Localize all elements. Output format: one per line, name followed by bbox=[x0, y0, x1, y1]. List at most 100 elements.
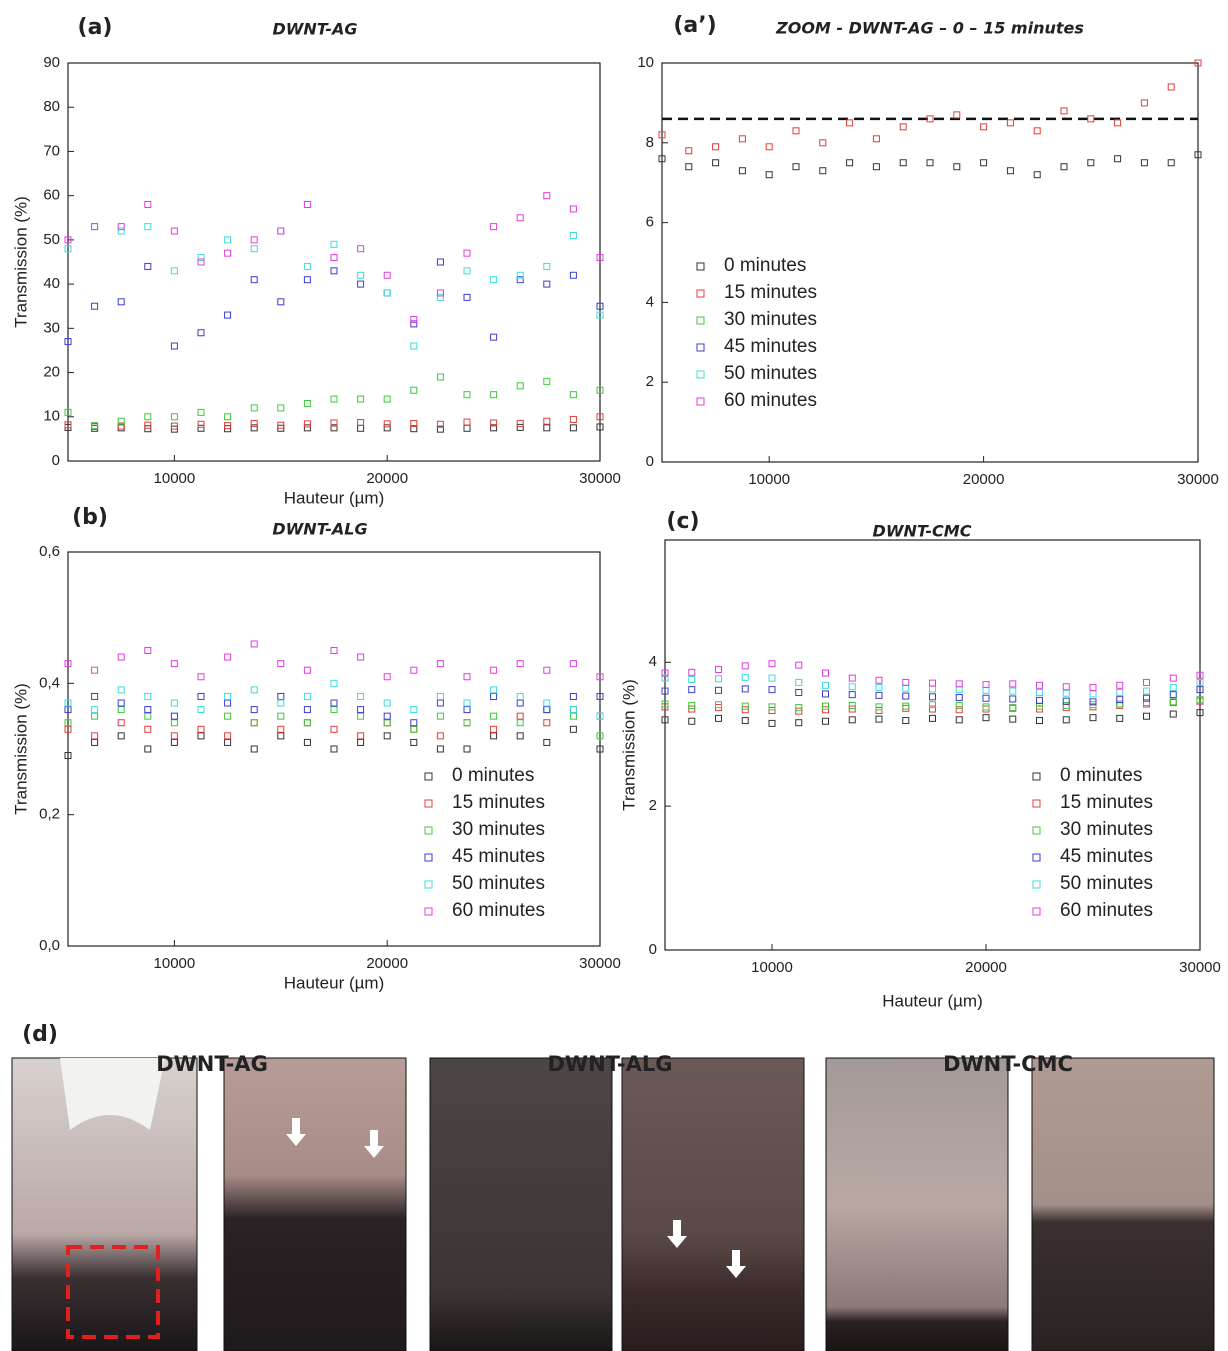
marker bbox=[303, 262, 311, 270]
marker bbox=[410, 342, 418, 350]
arrows bbox=[286, 1118, 746, 1278]
legend-label: 15 minutes bbox=[1060, 792, 1153, 813]
marker bbox=[596, 732, 604, 740]
marker bbox=[795, 707, 803, 715]
marker bbox=[1169, 674, 1177, 682]
marker bbox=[795, 678, 803, 686]
chart: (c) DWNT-CMC 0 2 4 10000 20000 30000 Hauteur (µm… bbox=[619, 509, 1220, 1010]
marker bbox=[795, 704, 803, 712]
marker bbox=[303, 738, 311, 746]
marker bbox=[1062, 716, 1070, 724]
y-tick-label: 2 bbox=[646, 373, 654, 390]
marker bbox=[569, 692, 577, 700]
y-tick-label: 0 bbox=[646, 453, 654, 470]
marker bbox=[1036, 681, 1043, 689]
marker bbox=[848, 674, 856, 682]
marker bbox=[330, 679, 338, 687]
marker bbox=[250, 745, 258, 753]
photo bbox=[429, 1057, 613, 1351]
marker bbox=[303, 276, 311, 284]
marker bbox=[596, 386, 604, 394]
marker bbox=[875, 683, 883, 691]
marker bbox=[357, 653, 365, 661]
marker bbox=[250, 245, 258, 253]
plot-frame bbox=[664, 539, 1201, 951]
marker bbox=[516, 719, 524, 727]
y-tick-label: 4 bbox=[646, 293, 654, 310]
marker bbox=[490, 712, 498, 720]
marker bbox=[144, 421, 152, 429]
x-tick-label: 20000 bbox=[366, 470, 408, 487]
marker bbox=[277, 298, 285, 306]
marker bbox=[144, 725, 152, 733]
marker bbox=[224, 653, 232, 661]
marker bbox=[661, 687, 669, 695]
marker bbox=[277, 421, 285, 429]
marker bbox=[1194, 59, 1202, 67]
marker bbox=[436, 732, 444, 740]
y-tick-label: 40 bbox=[43, 275, 60, 292]
y-tick-label: 0,2 bbox=[39, 806, 60, 823]
marker bbox=[463, 719, 471, 727]
marker bbox=[516, 712, 524, 720]
marker bbox=[91, 422, 99, 430]
marker bbox=[1087, 159, 1095, 167]
marker bbox=[303, 201, 311, 209]
marker bbox=[330, 419, 338, 427]
legend-label: 0 minutes bbox=[724, 255, 806, 276]
marker bbox=[144, 745, 152, 753]
photo-title: DWNT-CMC bbox=[943, 1052, 1073, 1076]
marker bbox=[1196, 671, 1204, 679]
y-tick-label: 70 bbox=[43, 142, 60, 159]
marker bbox=[117, 732, 125, 740]
marker bbox=[357, 245, 365, 253]
marker bbox=[929, 701, 936, 709]
marker bbox=[543, 377, 551, 385]
marker bbox=[357, 280, 365, 288]
legend-marker bbox=[1032, 853, 1041, 862]
marker bbox=[91, 738, 99, 746]
marker bbox=[1114, 119, 1122, 127]
marker bbox=[410, 386, 418, 394]
marker bbox=[250, 236, 258, 244]
marker bbox=[741, 706, 749, 714]
marker bbox=[224, 738, 232, 746]
marker bbox=[596, 712, 604, 720]
marker bbox=[303, 420, 311, 428]
marker bbox=[91, 706, 99, 714]
marker bbox=[543, 738, 551, 746]
marker bbox=[658, 155, 666, 163]
marker bbox=[1062, 701, 1070, 709]
marker bbox=[980, 159, 988, 167]
marker bbox=[980, 123, 988, 131]
marker bbox=[303, 706, 311, 714]
y-tick-label: 30 bbox=[43, 319, 60, 336]
marker bbox=[848, 683, 856, 691]
legend-label: 15 minutes bbox=[724, 282, 817, 303]
x-tick-label: 20000 bbox=[963, 471, 1005, 488]
marker bbox=[1009, 715, 1017, 723]
marker bbox=[64, 245, 72, 253]
marker bbox=[490, 666, 498, 674]
marker bbox=[1196, 696, 1204, 704]
marker bbox=[64, 236, 72, 244]
marker bbox=[490, 732, 498, 740]
marker bbox=[330, 725, 338, 733]
marker bbox=[902, 678, 910, 686]
marker bbox=[688, 686, 696, 694]
marker bbox=[383, 699, 391, 707]
marker bbox=[330, 745, 338, 753]
marker bbox=[330, 254, 338, 262]
marker bbox=[795, 719, 803, 727]
marker bbox=[1116, 681, 1124, 689]
marker bbox=[1089, 683, 1097, 691]
marker bbox=[250, 640, 258, 648]
marker bbox=[848, 691, 856, 699]
marker bbox=[64, 408, 72, 416]
legend-label: 45 minutes bbox=[452, 846, 545, 867]
marker bbox=[410, 666, 418, 674]
marker bbox=[1062, 683, 1070, 691]
marker bbox=[357, 732, 365, 740]
marker bbox=[250, 424, 258, 432]
